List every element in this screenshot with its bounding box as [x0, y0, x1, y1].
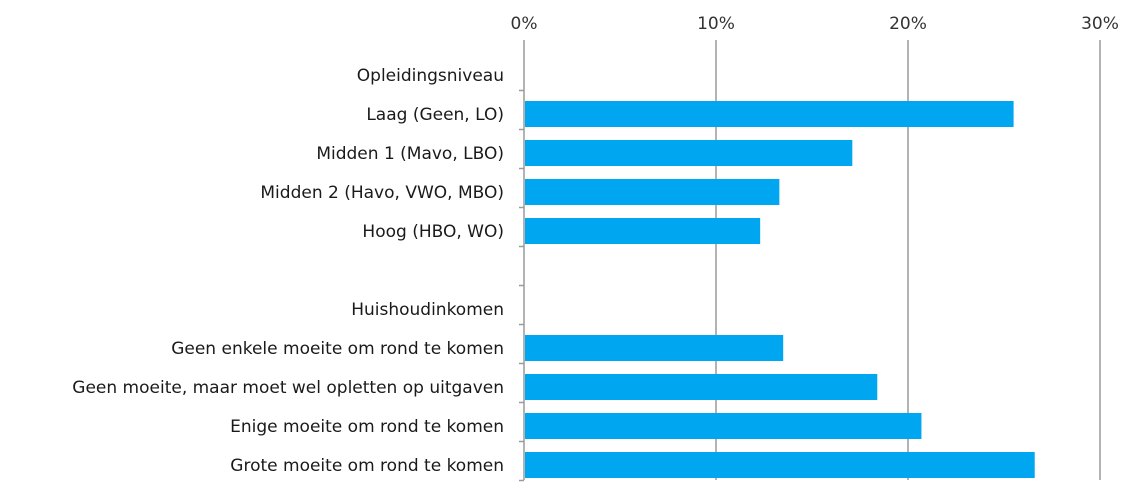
bars	[525, 101, 1035, 478]
category-label: Midden 1 (Mavo, LBO)	[316, 144, 504, 164]
bar	[525, 335, 784, 361]
category-label: Geen moeite, maar moet wel opletten op u…	[72, 378, 504, 398]
category-label: Laag (Geen, LO)	[366, 105, 504, 125]
bar	[525, 452, 1035, 478]
category-label: Geen enkele moeite om rond te komen	[171, 339, 504, 359]
bar	[525, 413, 922, 439]
x-tick-label: 30%	[1081, 14, 1119, 34]
x-tick-label: 0%	[511, 14, 538, 34]
category-label: Hoog (HBO, WO)	[362, 222, 504, 242]
tick-labels: 0% 10% 20% 30%	[511, 14, 1119, 34]
category-label: Huishoudinkomen	[351, 300, 504, 320]
x-tick-label: 20%	[889, 14, 927, 34]
category-labels: Opleidingsniveau Laag (Geen, LO) Midden 1 …	[72, 66, 504, 476]
category-label: Midden 2 (Havo, VWO, MBO)	[260, 183, 504, 203]
bar	[525, 218, 761, 244]
category-label: Opleidingsniveau	[357, 66, 504, 86]
bar	[525, 179, 780, 205]
bar	[525, 140, 853, 166]
category-label: Enige moeite om rond te komen	[230, 417, 504, 437]
category-label: Grote moeite om rond te komen	[230, 456, 504, 476]
bar	[525, 374, 878, 400]
x-tick-label: 10%	[697, 14, 735, 34]
bar	[525, 101, 1014, 127]
